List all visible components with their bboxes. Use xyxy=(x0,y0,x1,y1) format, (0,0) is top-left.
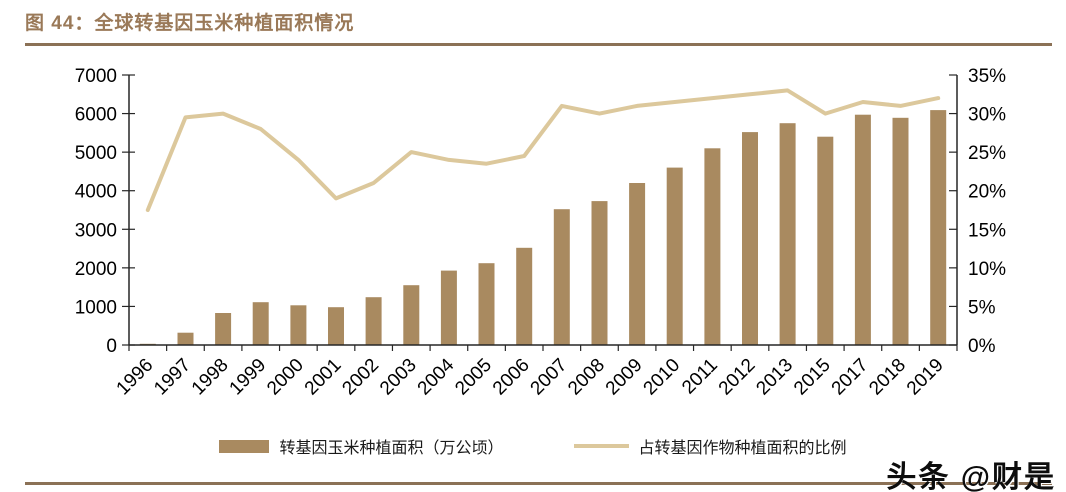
legend-label-line-series: 占转基因作物种植面积的比例 xyxy=(638,440,847,457)
bar-2009 xyxy=(629,183,646,345)
right-axis-tick-label: 5% xyxy=(968,297,996,318)
line-series-swatch-icon xyxy=(573,444,629,448)
figure-title: 图 44：全球转基因玉米种植面积情况 xyxy=(25,13,355,34)
bar-2010 xyxy=(666,167,683,345)
x-axis-year-label: 2002 xyxy=(338,355,383,400)
x-axis-year-label: 1998 xyxy=(188,355,233,400)
bar-2018 xyxy=(892,117,909,345)
bar-2001 xyxy=(328,307,344,345)
title-divider xyxy=(25,43,1052,46)
legend-item-line-series: 占转基因作物种植面积的比例 xyxy=(573,434,847,458)
x-axis-year-label: 1996 xyxy=(113,355,158,400)
right-axis-tick-label: 15% xyxy=(968,220,1006,241)
bar-2015 xyxy=(817,136,834,345)
right-axis-tick-label: 25% xyxy=(968,143,1006,164)
x-axis-year-label: 2015 xyxy=(790,355,835,400)
left-axis-tick-label: 7000 xyxy=(75,66,117,87)
left-axis-tick-label: 0 xyxy=(106,336,117,357)
x-axis-year-label: 2006 xyxy=(489,355,534,400)
x-axis-year-label: 2019 xyxy=(903,355,948,400)
x-axis-year-label: 1999 xyxy=(226,355,271,400)
legend-item-bar-series: 转基因玉米种植面积（万公顷） xyxy=(219,434,504,458)
x-axis-year-label: 2017 xyxy=(828,355,873,400)
left-axis-tick-label: 1000 xyxy=(75,297,117,318)
x-axis-year-label: 2001 xyxy=(301,355,346,400)
bar-2006 xyxy=(516,247,533,345)
bar-2008 xyxy=(591,201,608,345)
left-axis-tick-label: 4000 xyxy=(75,182,117,203)
watermark-text: 头条 @财是 xyxy=(886,461,1056,492)
x-axis-year-label: 2013 xyxy=(752,355,797,400)
bar-2017 xyxy=(854,114,871,345)
x-axis-year-label: 2004 xyxy=(414,354,459,399)
bar-2013 xyxy=(779,123,796,345)
right-axis-tick-label: 30% xyxy=(968,105,1006,126)
left-axis-tick-label: 6000 xyxy=(75,105,117,126)
x-axis-year-label: 2005 xyxy=(451,355,496,400)
x-axis-year-label: 2000 xyxy=(263,355,308,400)
right-axis-tick-label: 20% xyxy=(968,182,1006,203)
x-axis-year-label: 2011 xyxy=(678,355,722,399)
right-axis-tick-label: 35% xyxy=(968,66,1006,87)
right-axis-tick-label: 10% xyxy=(968,259,1006,280)
x-axis-year-label: 2003 xyxy=(376,355,421,400)
bar-2002 xyxy=(365,297,382,345)
left-axis-tick-label: 3000 xyxy=(75,220,117,241)
bar-2019 xyxy=(930,110,947,345)
right-axis-tick-label: 0% xyxy=(968,336,996,357)
x-axis-year-label: 2007 xyxy=(527,355,572,400)
bar-1998 xyxy=(215,313,232,345)
chart-legend: 转基因玉米种植面积（万公顷） 占转基因作物种植面积的比例 xyxy=(0,434,1066,458)
x-axis-year-label: 2010 xyxy=(640,355,685,400)
bar-2003 xyxy=(403,285,420,345)
legend-label-bar-series: 转基因玉米种植面积（万公顷） xyxy=(279,440,504,457)
bar-2004 xyxy=(440,270,457,345)
x-axis-year-label: 1997 xyxy=(150,355,195,400)
bar-2011 xyxy=(704,148,721,345)
percentage-line-series xyxy=(145,88,941,212)
x-axis-year-label: 2018 xyxy=(865,355,910,400)
x-axis-year-label: 2008 xyxy=(564,355,609,400)
bar-1997 xyxy=(177,332,194,345)
left-axis-tick-label: 5000 xyxy=(75,143,117,164)
bar-2000 xyxy=(290,305,307,345)
x-axis-year-label: 2012 xyxy=(715,355,760,400)
x-axis-year-label: 2009 xyxy=(602,355,647,400)
footer-divider xyxy=(25,482,1052,485)
bar-1999 xyxy=(252,302,269,345)
left-axis-tick-label: 2000 xyxy=(75,259,117,280)
bar-2005 xyxy=(478,263,495,345)
bar-series-swatch-icon xyxy=(219,439,270,453)
bar-2012 xyxy=(742,132,758,345)
bar-2007 xyxy=(553,209,570,345)
